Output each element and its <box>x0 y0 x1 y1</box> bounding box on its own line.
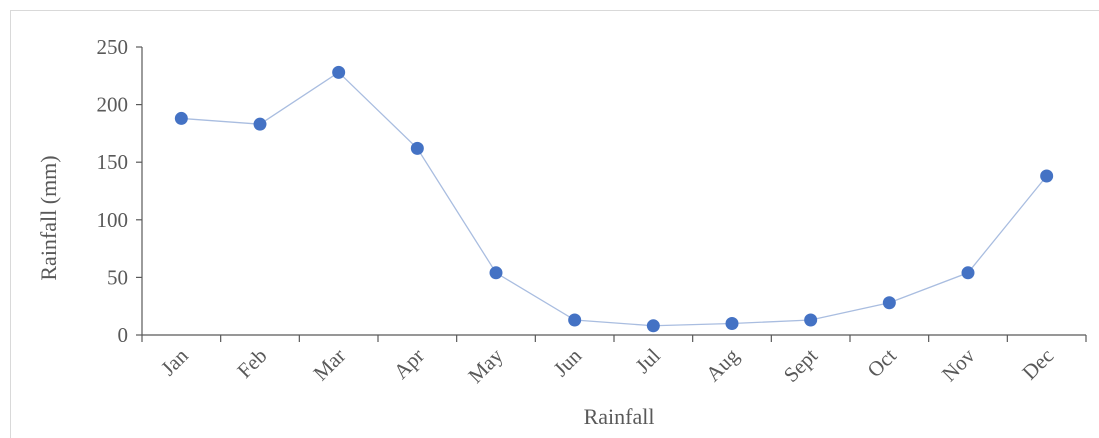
y-tick-label: 50 <box>107 265 128 289</box>
x-tick-label: Feb <box>232 344 271 383</box>
x-tick-label: Dec <box>1017 344 1058 385</box>
y-tick-label: 150 <box>97 150 129 174</box>
x-axis-title: Rainfall <box>584 404 655 429</box>
y-tick-label: 200 <box>97 93 129 117</box>
x-tick-label: May <box>463 343 508 388</box>
x-tick-label: Aug <box>701 343 744 386</box>
y-tick-label: 0 <box>118 323 129 347</box>
chart-frame <box>10 10 1099 438</box>
x-tick-label: Jul <box>631 343 665 377</box>
data-point <box>804 313 818 327</box>
x-tick-labels: Jan Feb Mar Apr May Jun Jul Aug Sept Oct Nov Dec <box>156 343 1058 388</box>
data-point <box>961 266 975 280</box>
series-line <box>181 71 1048 327</box>
x-tick-label: Jan <box>156 343 193 380</box>
x-tick-label: Nov <box>937 343 980 386</box>
x-tick-label: Apr <box>389 344 429 384</box>
y-tick-labels: 0 50 100 150 200 250 <box>97 35 129 347</box>
data-point <box>332 65 346 79</box>
data-point <box>489 266 503 280</box>
data-point <box>646 319 660 333</box>
series-rainfall <box>174 65 1054 333</box>
data-point <box>882 296 896 310</box>
data-point <box>253 117 267 131</box>
data-point <box>1040 169 1054 183</box>
y-axis-title: Rainfall (mm) <box>36 155 61 280</box>
y-tick-label: 100 <box>97 208 129 232</box>
x-tick-label: Oct <box>862 343 901 382</box>
y-tick-label: 250 <box>97 35 129 59</box>
data-point <box>174 111 188 125</box>
data-point <box>568 313 582 327</box>
x-tick-label: Mar <box>308 344 350 386</box>
data-point <box>725 316 739 330</box>
x-tick-label: Sept <box>779 343 822 386</box>
x-tick-label: Jun <box>549 343 587 381</box>
axes <box>136 46 1087 342</box>
data-point <box>410 141 424 155</box>
